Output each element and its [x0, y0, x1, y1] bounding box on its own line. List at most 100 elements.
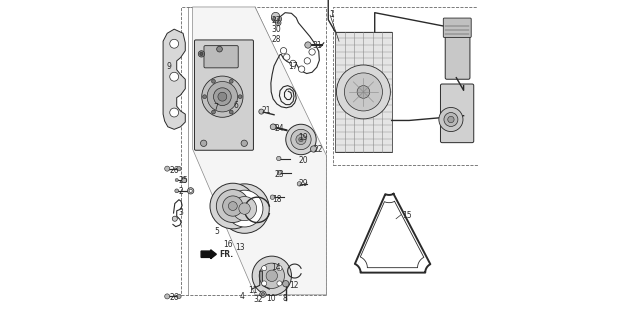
Circle shape [277, 22, 280, 24]
Circle shape [207, 81, 237, 112]
Bar [335, 32, 392, 152]
Text: 14: 14 [271, 263, 280, 272]
Circle shape [276, 16, 282, 22]
Circle shape [266, 270, 278, 281]
Circle shape [177, 166, 181, 171]
Circle shape [277, 171, 282, 175]
Text: 10: 10 [266, 294, 276, 303]
Text: 26: 26 [170, 166, 179, 175]
Circle shape [304, 58, 310, 64]
Text: 21: 21 [261, 107, 271, 115]
Text: 23: 23 [275, 170, 285, 179]
Text: 13: 13 [236, 243, 245, 252]
Circle shape [182, 178, 187, 183]
Text: 1: 1 [329, 10, 333, 19]
Circle shape [229, 110, 233, 114]
Circle shape [260, 291, 266, 297]
Text: 5: 5 [214, 227, 220, 236]
Circle shape [310, 146, 317, 152]
Circle shape [220, 184, 269, 233]
Circle shape [170, 72, 179, 81]
Text: 24: 24 [275, 124, 285, 133]
Text: 31: 31 [312, 42, 322, 50]
Circle shape [218, 92, 227, 101]
FancyBboxPatch shape [444, 18, 471, 37]
Circle shape [177, 294, 181, 299]
Circle shape [444, 113, 458, 126]
Circle shape [305, 42, 311, 48]
FancyArrow shape [201, 250, 216, 259]
Circle shape [284, 54, 290, 60]
Circle shape [200, 52, 203, 55]
Circle shape [188, 188, 194, 194]
Circle shape [202, 76, 243, 117]
Text: 12: 12 [289, 281, 299, 290]
Circle shape [439, 107, 463, 132]
Circle shape [238, 95, 242, 99]
Text: 9: 9 [167, 62, 172, 71]
Circle shape [212, 80, 216, 83]
Circle shape [172, 216, 177, 221]
FancyBboxPatch shape [195, 40, 253, 150]
Text: 32: 32 [253, 295, 263, 304]
Circle shape [212, 110, 216, 114]
Circle shape [291, 129, 311, 150]
Circle shape [241, 140, 248, 146]
Circle shape [210, 183, 255, 229]
Circle shape [228, 202, 237, 210]
Circle shape [309, 49, 316, 55]
Circle shape [198, 51, 205, 57]
Text: 22: 22 [313, 146, 323, 154]
Text: 2: 2 [179, 187, 183, 196]
Circle shape [164, 294, 170, 299]
FancyBboxPatch shape [204, 46, 238, 68]
Circle shape [223, 196, 243, 216]
Circle shape [270, 124, 276, 130]
Circle shape [276, 156, 281, 161]
Circle shape [170, 108, 179, 117]
Circle shape [232, 197, 257, 221]
Circle shape [344, 73, 383, 111]
Circle shape [252, 256, 291, 295]
Text: 30: 30 [271, 25, 281, 34]
Circle shape [277, 266, 282, 271]
Text: 20: 20 [298, 156, 308, 165]
Circle shape [203, 95, 207, 99]
Circle shape [270, 195, 275, 199]
Text: 7: 7 [213, 103, 218, 112]
FancyBboxPatch shape [440, 84, 474, 143]
Circle shape [164, 166, 170, 171]
Circle shape [290, 60, 296, 67]
Text: 11: 11 [249, 286, 258, 294]
Text: 3: 3 [179, 208, 183, 217]
Circle shape [277, 281, 282, 286]
Circle shape [189, 189, 192, 192]
Circle shape [278, 18, 280, 20]
Circle shape [175, 178, 179, 182]
Circle shape [170, 39, 179, 48]
Circle shape [175, 189, 179, 193]
Polygon shape [193, 7, 326, 295]
Circle shape [283, 281, 289, 287]
Circle shape [216, 190, 250, 223]
Circle shape [259, 263, 285, 288]
Circle shape [262, 266, 267, 271]
Circle shape [271, 12, 280, 21]
Text: 17: 17 [288, 62, 298, 71]
Text: 15: 15 [402, 211, 412, 220]
Polygon shape [163, 29, 185, 129]
Circle shape [271, 124, 276, 129]
Circle shape [448, 116, 454, 123]
Circle shape [357, 86, 370, 98]
FancyBboxPatch shape [445, 24, 470, 79]
Circle shape [275, 20, 281, 26]
Circle shape [299, 137, 303, 142]
Circle shape [296, 134, 306, 145]
Circle shape [226, 190, 263, 227]
Text: 27: 27 [271, 16, 281, 25]
Circle shape [286, 124, 316, 155]
Circle shape [259, 109, 264, 114]
Circle shape [298, 66, 305, 72]
Text: 26: 26 [170, 294, 179, 302]
Text: 16: 16 [223, 240, 233, 249]
